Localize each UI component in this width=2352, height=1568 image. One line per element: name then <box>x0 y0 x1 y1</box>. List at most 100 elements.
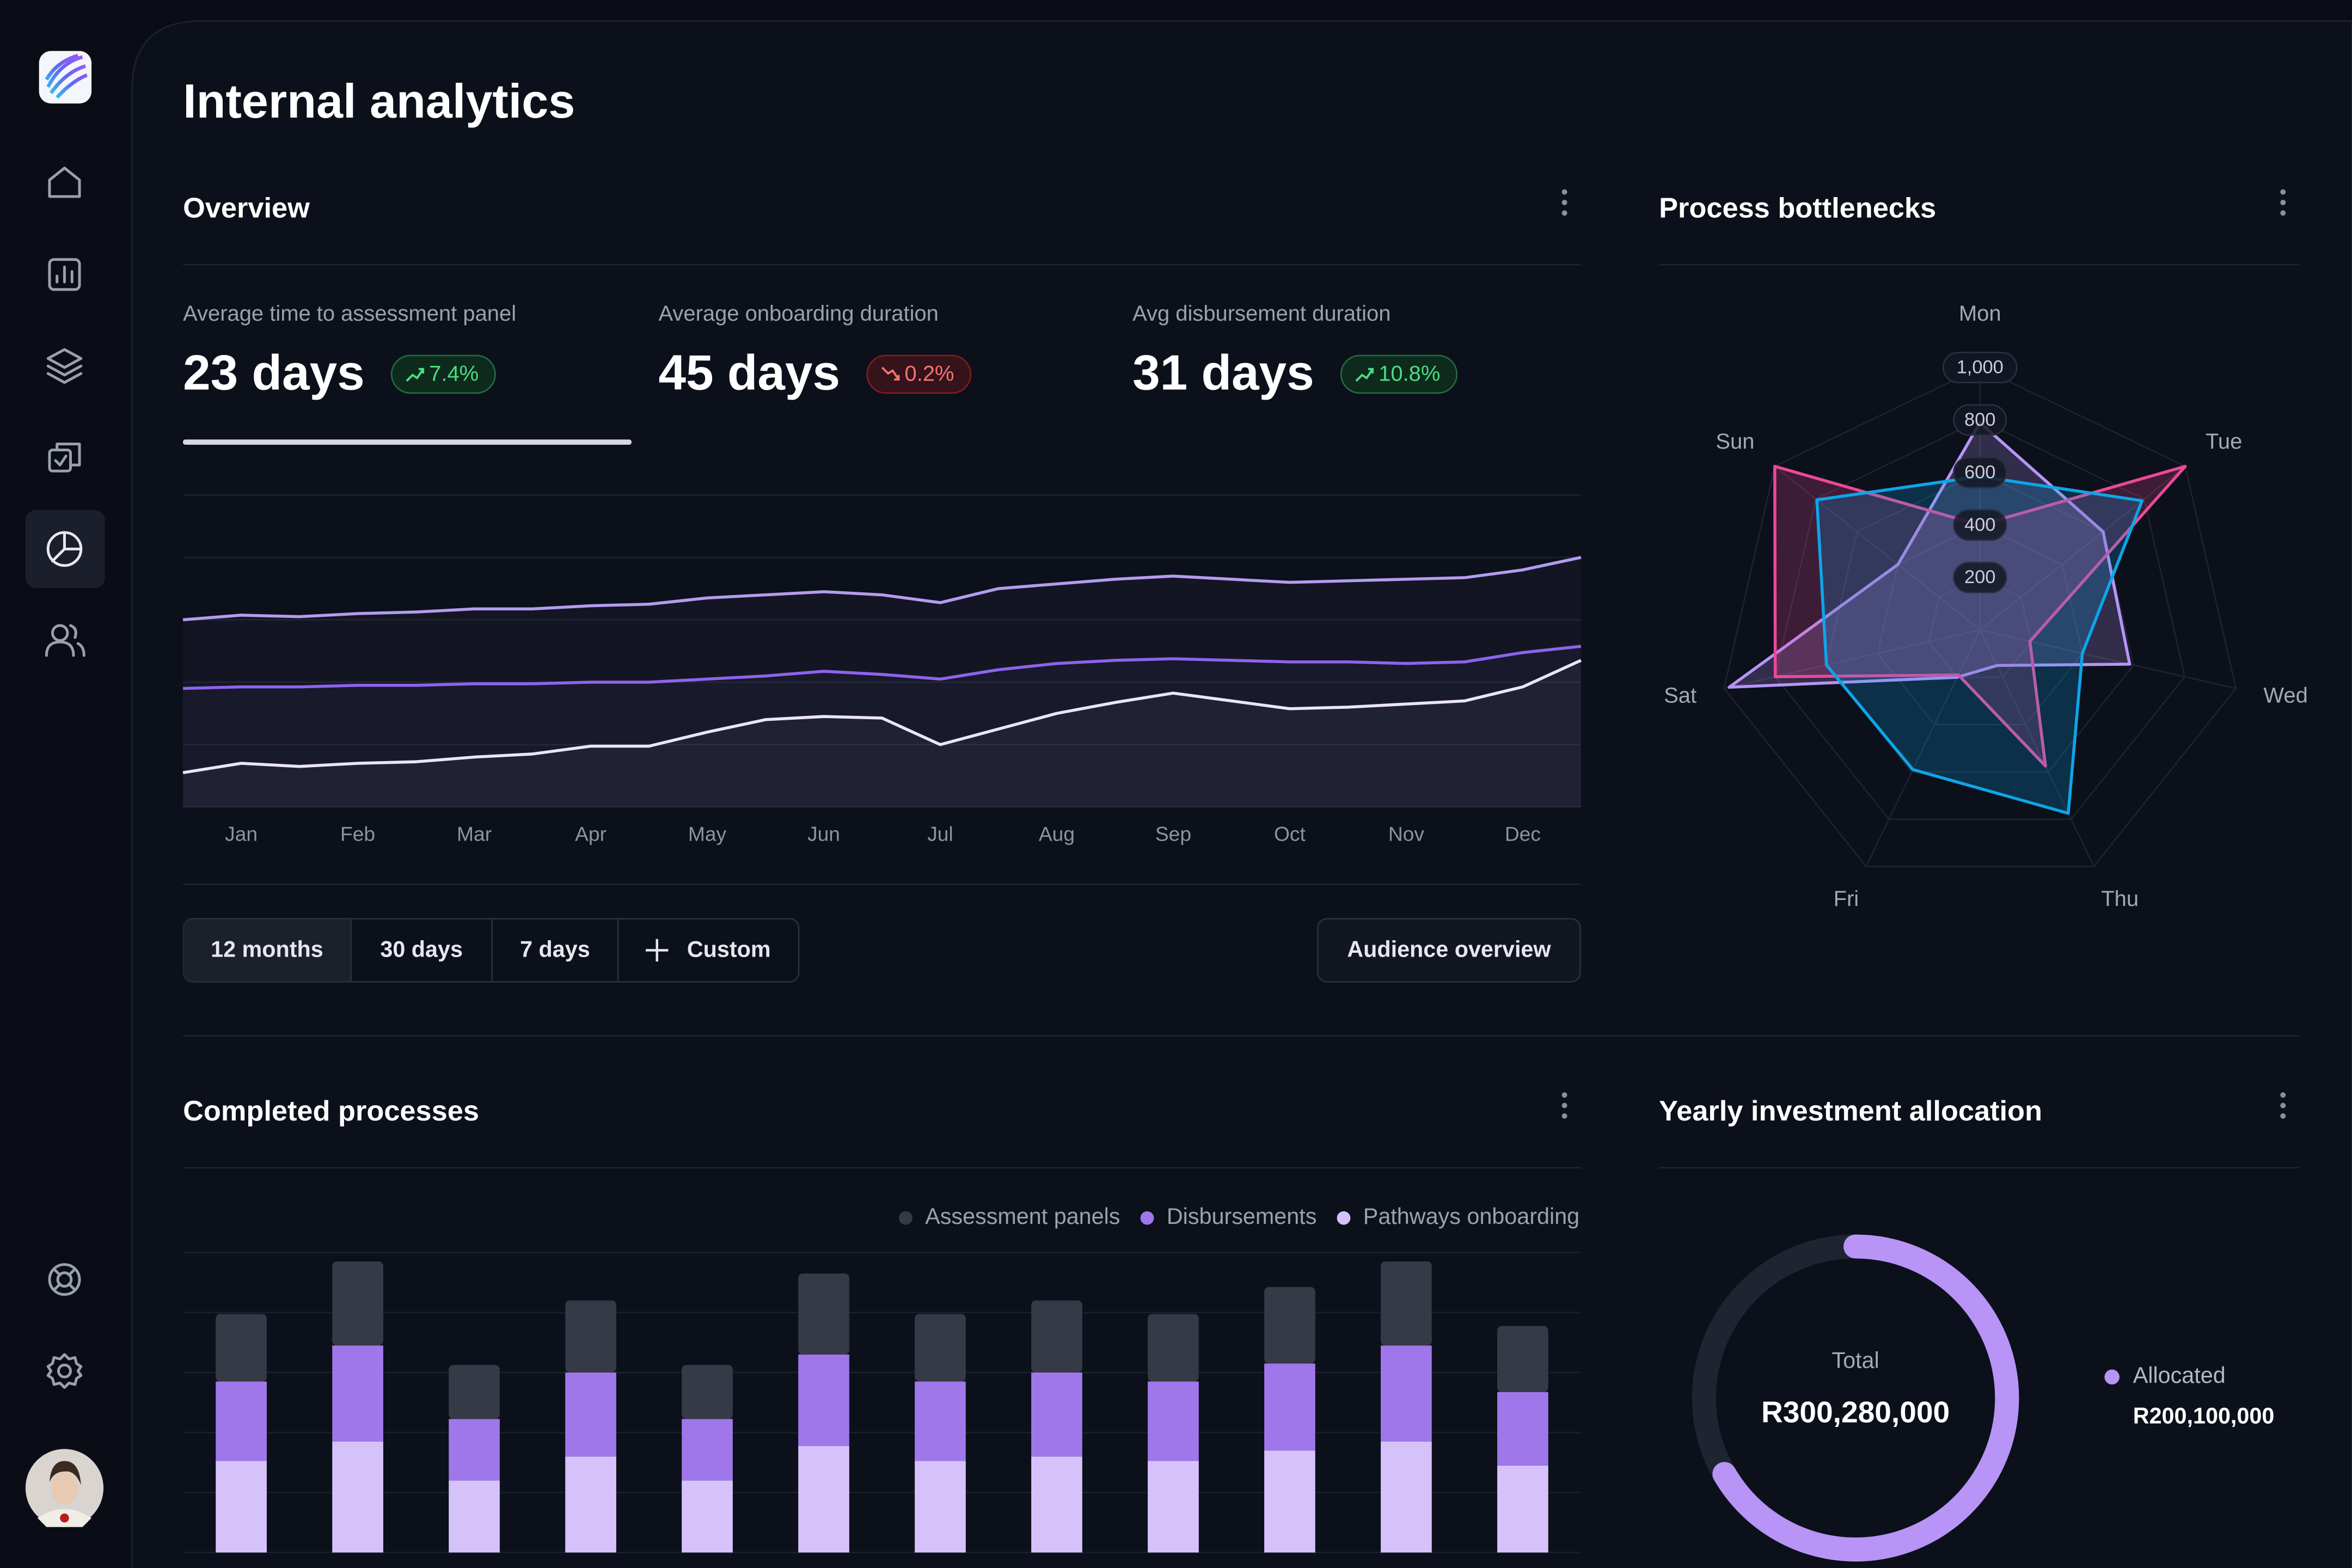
radar-axis-label: Wed <box>2263 683 2307 707</box>
bar-segment <box>1381 1261 1432 1346</box>
nav-home[interactable] <box>48 167 81 198</box>
stat[interactable]: Average time to assessment panel 23 days 7… <box>183 302 516 400</box>
range-button[interactable]: 30 days <box>380 937 463 962</box>
nav-layers[interactable] <box>46 348 83 384</box>
radar-tick-pill <box>1942 352 2018 383</box>
radar-axis-label: Fri <box>1834 887 1859 911</box>
x-tick-label: Apr <box>575 822 607 845</box>
bar-segment <box>449 1480 500 1553</box>
card-title: Yearly investment allocation <box>1659 1095 2042 1127</box>
bar-segment <box>449 1365 500 1419</box>
bar-segment <box>1148 1314 1199 1382</box>
line-area <box>183 660 1581 807</box>
audience-button[interactable]: Audience overview <box>1347 937 1551 962</box>
nav-reports[interactable] <box>48 258 81 291</box>
radar-axis-label: Mon <box>1959 302 2001 326</box>
bar-segment <box>1381 1345 1432 1442</box>
plus-icon <box>646 939 669 962</box>
dividers <box>183 264 2300 1169</box>
legend-dot <box>899 1211 912 1225</box>
bar-segment <box>682 1419 733 1481</box>
trend-icon <box>881 366 900 381</box>
x-tick-label: Dec <box>1505 822 1541 845</box>
nav-users[interactable] <box>45 624 85 657</box>
bar-segment <box>1497 1465 1548 1553</box>
bar-segment <box>1264 1450 1315 1553</box>
change-value: 10.8% <box>1379 362 1440 385</box>
avatar[interactable] <box>25 1449 104 1527</box>
bar-segment <box>798 1354 849 1446</box>
nav-analytics[interactable] <box>46 531 83 567</box>
donut-arc <box>1712 1234 2019 1562</box>
change-badge <box>1340 354 1458 394</box>
stat-value: 31 days <box>1132 346 1314 401</box>
nav-support[interactable] <box>48 1263 81 1296</box>
kebab-menu[interactable] <box>1561 189 1567 216</box>
kebab-menu[interactable] <box>1561 1092 1567 1119</box>
radar-axis-label: Sat <box>1664 683 1696 707</box>
change-badge <box>866 354 972 394</box>
change-badge <box>390 354 496 394</box>
x-tick-label: Jul <box>927 822 953 845</box>
radar-spoke <box>1774 465 1981 631</box>
x-tick-label: Nov <box>1388 822 1425 845</box>
legend-value: R200,100,000 <box>2133 1403 2275 1428</box>
stat-label: Average onboarding duration <box>658 302 938 326</box>
kebab-menu[interactable] <box>2280 189 2286 216</box>
selected-indicator <box>183 439 632 445</box>
donut-center-label: Total <box>1832 1348 1879 1373</box>
x-tick-label: Mar <box>457 822 492 845</box>
bar-segment <box>915 1381 966 1461</box>
stat[interactable]: Avg disbursement duration 31 days 10.8% <box>1132 302 1458 401</box>
bar-segment <box>565 1456 616 1553</box>
bar-segment <box>1381 1441 1432 1553</box>
logo-mark <box>45 53 88 99</box>
range-button[interactable]: 7 days <box>520 937 590 962</box>
radar-tick-pill <box>1953 509 2007 541</box>
line-area <box>183 646 1581 807</box>
bar-segment <box>682 1365 733 1419</box>
bar-segment <box>798 1445 849 1553</box>
nav-tasks[interactable] <box>48 443 81 473</box>
stat-label: Avg disbursement duration <box>1132 302 1391 326</box>
legend-dot <box>1337 1211 1351 1225</box>
radar-spoke <box>1979 465 2186 631</box>
legend-label: Allocated <box>2133 1363 2226 1388</box>
stat[interactable]: Average onboarding duration 45 days 0.2% <box>658 302 972 401</box>
radar-tick-label: 1,000 <box>1957 357 2004 377</box>
legend-label: Assessment panels <box>925 1204 1120 1229</box>
radar-axis-label: Thu <box>2101 887 2139 911</box>
stat-label: Average time to assessment panel <box>183 302 516 326</box>
bar-segment <box>1148 1381 1199 1461</box>
line <box>183 645 1582 690</box>
line-area <box>183 557 1581 807</box>
bar-segment <box>1264 1287 1315 1364</box>
bar-segment <box>449 1419 500 1481</box>
bar-segment <box>915 1314 966 1382</box>
stat-value: 45 days <box>658 346 840 401</box>
radar-tick-pill <box>1953 561 2007 593</box>
radar-tick-label: 800 <box>1964 409 1995 430</box>
nav-settings[interactable] <box>46 1353 83 1389</box>
legend-dot <box>2104 1369 2120 1385</box>
radar-grid <box>1774 419 2186 820</box>
bar-segment <box>1031 1372 1082 1457</box>
bar-segment <box>216 1381 267 1461</box>
radar-tick-pill <box>1953 456 2007 488</box>
kebab-menu[interactable] <box>2280 1092 2286 1119</box>
x-tick-label: Jan <box>225 822 258 845</box>
radar-spoke <box>1980 629 2237 689</box>
bar-segment <box>1497 1326 1548 1392</box>
bar-segment <box>1497 1392 1548 1466</box>
legend-label: Disbursements <box>1167 1204 1317 1229</box>
range-button[interactable]: 12 months <box>211 937 323 962</box>
x-tick-label: Oct <box>1274 822 1306 845</box>
range-button[interactable]: Custom <box>687 937 771 962</box>
bar-segment <box>682 1480 733 1553</box>
sidebar <box>25 51 105 1527</box>
bar-segment <box>798 1273 849 1355</box>
radar-area <box>1773 464 2187 768</box>
card-title: Process bottlenecks <box>1659 193 1936 224</box>
audience-button-bg[interactable] <box>1316 918 1581 983</box>
